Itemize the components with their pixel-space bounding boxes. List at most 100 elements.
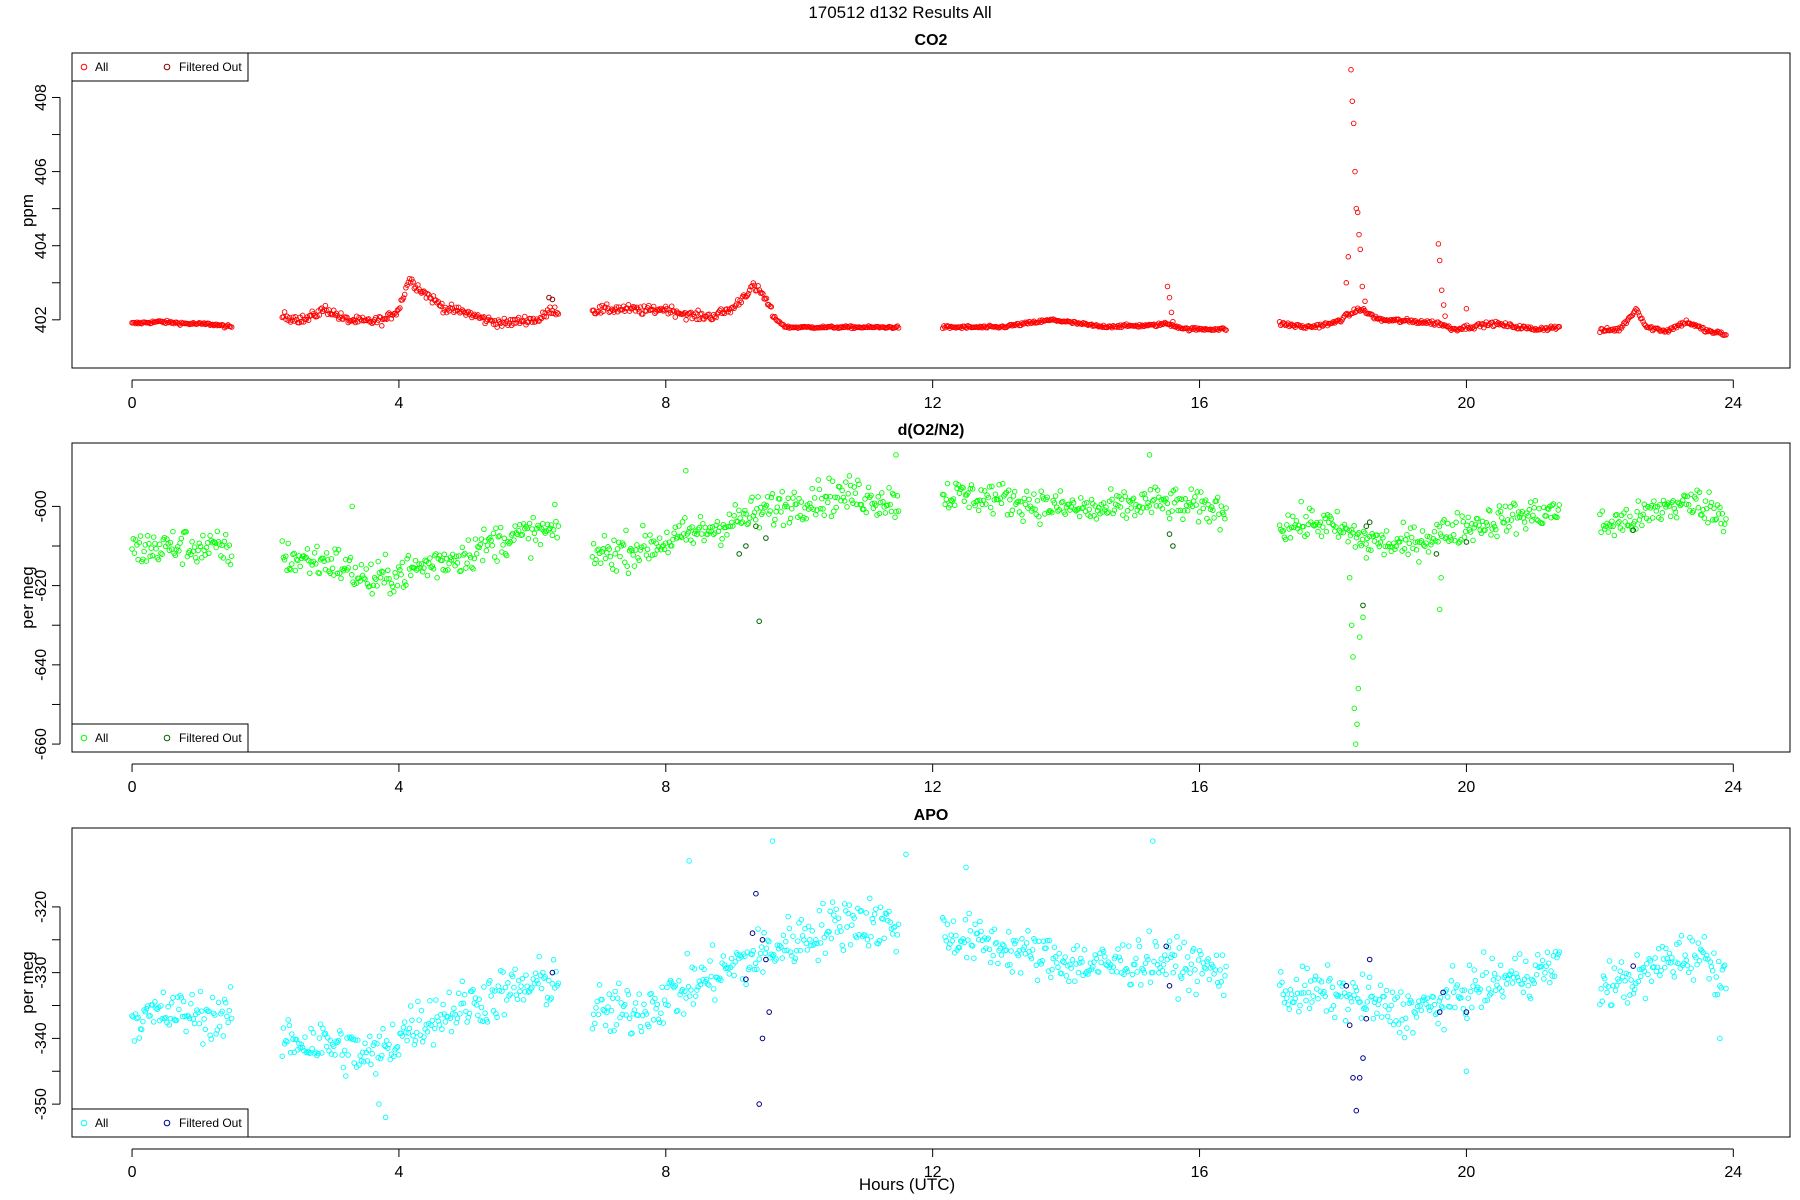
data-point bbox=[146, 541, 152, 547]
data-point bbox=[785, 913, 791, 920]
data-point bbox=[1411, 524, 1417, 530]
data-point bbox=[1328, 516, 1334, 522]
data-point bbox=[1436, 998, 1443, 1004]
data-point bbox=[279, 538, 285, 544]
data-point bbox=[1413, 547, 1420, 553]
data-point bbox=[643, 1011, 650, 1017]
data-point bbox=[745, 290, 752, 297]
data-point bbox=[1285, 512, 1291, 518]
data-point bbox=[385, 567, 391, 574]
data-point bbox=[1194, 978, 1201, 985]
data-point bbox=[1062, 954, 1068, 960]
data-point bbox=[221, 996, 228, 1003]
data-point bbox=[1641, 968, 1648, 974]
data-point bbox=[1348, 527, 1355, 533]
data-point bbox=[1330, 318, 1337, 325]
data-point bbox=[1120, 942, 1126, 948]
data-point bbox=[1200, 505, 1207, 512]
data-point bbox=[442, 1019, 449, 1025]
data-point bbox=[1096, 969, 1102, 975]
data-point bbox=[893, 452, 899, 458]
data-point bbox=[1291, 999, 1297, 1006]
data-point bbox=[618, 543, 624, 549]
data-point bbox=[1693, 496, 1699, 502]
y-tick-label: -330 bbox=[33, 957, 50, 989]
data-point bbox=[345, 1052, 351, 1058]
data-point bbox=[975, 937, 982, 943]
data-point bbox=[289, 1031, 295, 1037]
data-point bbox=[1214, 494, 1221, 501]
data-point bbox=[511, 537, 517, 543]
data-point bbox=[1675, 960, 1681, 967]
data-point bbox=[1141, 491, 1148, 497]
data-point bbox=[694, 316, 700, 323]
data-point bbox=[1094, 322, 1101, 329]
data-point bbox=[1371, 538, 1378, 544]
data-point bbox=[798, 499, 805, 505]
data-point bbox=[417, 564, 424, 571]
data-point bbox=[999, 480, 1006, 487]
data-point bbox=[1345, 311, 1351, 318]
data-point bbox=[732, 502, 739, 508]
data-point bbox=[436, 552, 443, 559]
data-point bbox=[589, 1025, 596, 1032]
data-point bbox=[1005, 487, 1012, 493]
data-point bbox=[751, 509, 758, 516]
data-point bbox=[628, 546, 634, 552]
data-point bbox=[555, 980, 562, 986]
filtered-point bbox=[1366, 519, 1373, 526]
data-point bbox=[1076, 513, 1083, 520]
data-point bbox=[764, 937, 771, 943]
data-point bbox=[207, 1032, 213, 1038]
data-point bbox=[340, 1064, 347, 1071]
filtered-point bbox=[736, 551, 743, 557]
data-point bbox=[1070, 946, 1077, 953]
data-point bbox=[388, 580, 395, 587]
data-point bbox=[607, 553, 614, 560]
data-point bbox=[439, 1026, 445, 1033]
data-point bbox=[1104, 510, 1110, 516]
data-point bbox=[632, 1000, 639, 1006]
data-point bbox=[636, 991, 642, 997]
data-point bbox=[1353, 987, 1360, 994]
data-point bbox=[1150, 498, 1156, 504]
data-point bbox=[458, 308, 464, 315]
data-point bbox=[1670, 969, 1676, 975]
data-point bbox=[1222, 973, 1228, 979]
data-point bbox=[779, 955, 785, 961]
data-point bbox=[855, 477, 861, 484]
data-point bbox=[817, 506, 824, 512]
data-point bbox=[1315, 528, 1321, 535]
data-point bbox=[1329, 984, 1336, 991]
x-tick-label: 0 bbox=[128, 779, 137, 796]
data-point bbox=[1678, 933, 1685, 939]
y-axis-label: ppm bbox=[18, 194, 37, 227]
y-tick-label: 406 bbox=[33, 158, 50, 185]
data-point bbox=[611, 537, 617, 544]
data-point bbox=[525, 535, 532, 542]
data-point bbox=[831, 912, 837, 918]
data-point bbox=[1471, 967, 1477, 973]
data-point bbox=[1378, 1014, 1385, 1020]
data-point bbox=[863, 910, 869, 916]
data-point bbox=[1458, 537, 1464, 543]
data-point bbox=[680, 531, 687, 537]
data-point bbox=[550, 957, 557, 963]
data-point bbox=[593, 1005, 599, 1011]
data-point bbox=[736, 507, 742, 514]
data-point bbox=[1618, 959, 1625, 965]
data-point bbox=[778, 509, 784, 515]
data-point bbox=[1463, 1068, 1470, 1075]
data-point bbox=[1293, 518, 1300, 524]
data-point bbox=[1318, 533, 1325, 539]
data-point bbox=[1134, 969, 1140, 975]
data-point bbox=[744, 521, 751, 528]
data-point bbox=[141, 548, 147, 555]
data-point bbox=[1146, 503, 1152, 509]
data-point bbox=[291, 550, 297, 557]
data-point bbox=[738, 520, 745, 526]
data-point bbox=[1544, 949, 1551, 955]
data-point bbox=[1460, 518, 1467, 525]
data-point bbox=[180, 998, 187, 1005]
